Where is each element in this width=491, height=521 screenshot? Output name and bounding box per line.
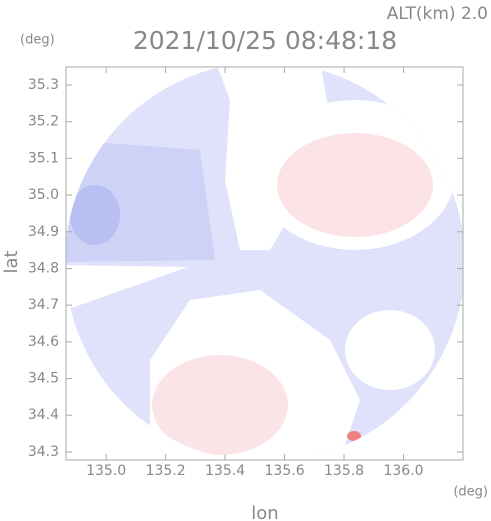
x-tick-label: 136.0 xyxy=(383,463,423,479)
x-tick-label: 135.8 xyxy=(324,463,364,479)
subtitle: ALT(km) 2.0 xyxy=(387,4,488,24)
radar-field xyxy=(66,67,463,460)
y-tick-label: 35.1 xyxy=(28,150,59,166)
y-tick-label: 34.9 xyxy=(28,224,59,240)
x-tick-label: 135.4 xyxy=(205,463,245,479)
x-axis-label: lon xyxy=(251,503,278,521)
y-tick-label: 34.5 xyxy=(28,371,59,387)
y-axis-label: lat xyxy=(1,250,22,273)
y-tick-label: 35.3 xyxy=(28,77,59,93)
y-tick-label: 34.3 xyxy=(28,444,59,460)
plot-frame xyxy=(65,66,464,461)
y-tick-label: 35.2 xyxy=(28,114,59,130)
y-tick-label: 34.7 xyxy=(28,297,59,313)
y-tick-label: 34.8 xyxy=(28,260,59,276)
chart-title: 2021/10/25 08:48:18 xyxy=(133,26,397,55)
x-tick-label: 135.0 xyxy=(86,463,126,479)
y-unit: (deg) xyxy=(20,33,55,48)
y-tick-label: 34.4 xyxy=(28,407,59,423)
y-tick-label: 35.0 xyxy=(28,187,59,203)
x-tick-label: 135.6 xyxy=(265,463,305,479)
y-tick-label: 34.6 xyxy=(28,334,59,350)
x-tick-label: 135.2 xyxy=(146,463,186,479)
x-unit: (deg) xyxy=(453,485,488,500)
